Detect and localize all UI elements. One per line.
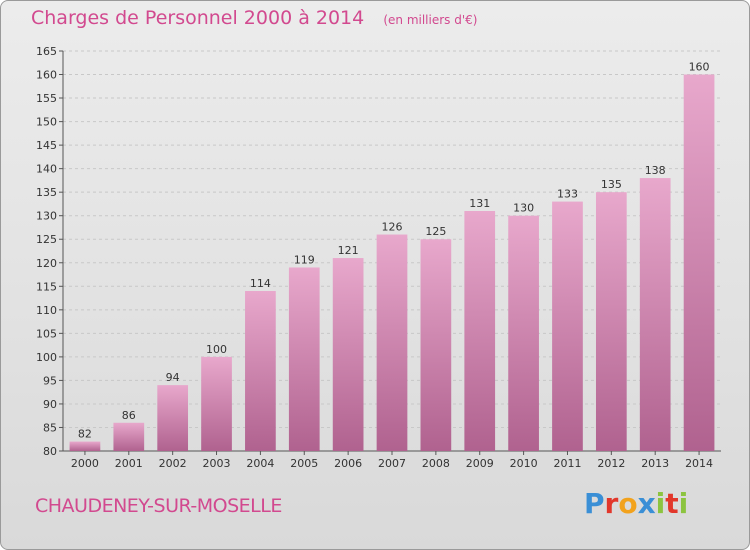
bar: [552, 201, 583, 451]
y-tick-label: 150: [36, 116, 57, 129]
y-tick-label: 135: [36, 186, 57, 199]
bar-value-label: 133: [557, 188, 578, 201]
y-tick-label: 125: [36, 233, 57, 246]
bar: [69, 441, 101, 451]
y-tick-label: 115: [36, 280, 57, 293]
bar-value-label: 126: [382, 221, 403, 234]
x-tick-label: 2000: [71, 457, 99, 470]
logo-letter: i: [655, 487, 666, 520]
bar: [113, 422, 145, 451]
data-labels: 82 86 94 100 114 119 121 126 125 131 130 133 135 138 1…: [78, 61, 710, 441]
commune-name: CHAUDENEY-SUR-MOSELLE: [35, 495, 282, 517]
y-tick-label: 155: [36, 92, 57, 105]
x-tick-label: 2007: [378, 457, 406, 470]
x-tick-label: 2006: [334, 457, 362, 470]
x-tick-label: 2012: [597, 457, 625, 470]
x-tick-label: 2001: [115, 457, 143, 470]
bars: [69, 74, 715, 452]
y-tick-label: 85: [43, 421, 57, 434]
chart-subtitle: (en milliers d'€): [383, 13, 478, 27]
bar-value-label: 121: [338, 244, 359, 257]
bar: [245, 291, 276, 451]
logo-letter: r: [604, 487, 619, 520]
bar-value-label: 138: [645, 164, 666, 177]
logo-letter: x: [637, 487, 656, 520]
bar: [639, 178, 671, 451]
logo-letter: o: [618, 487, 638, 520]
bar-value-label: 100: [206, 343, 227, 356]
x-tick-label: 2014: [685, 457, 713, 470]
y-tick-label: 165: [36, 45, 57, 58]
x-tick-label: 2009: [466, 457, 494, 470]
y-tick-label: 80: [43, 445, 57, 458]
x-tick-label: 2008: [422, 457, 450, 470]
y-tick-label: 110: [36, 304, 57, 317]
bar-value-label: 135: [601, 178, 622, 191]
bar: [683, 74, 715, 451]
logo-letter: t: [665, 487, 679, 520]
bar: [464, 211, 496, 451]
bar-value-label: 94: [166, 371, 180, 384]
y-tick-label: 120: [36, 257, 57, 270]
x-tick-label: 2010: [510, 457, 538, 470]
y-tick-label: 160: [36, 69, 57, 82]
y-tick-label: 140: [36, 163, 57, 176]
bar: [376, 234, 408, 451]
bar: [201, 356, 232, 451]
chart-title: Charges de Personnel 2000 à 2014: [31, 7, 365, 29]
x-tick-label: 2013: [641, 457, 669, 470]
proxiti-logo[interactable]: Proxiti: [584, 487, 688, 520]
title-row: Charges de Personnel 2000 à 2014 (en mil…: [31, 7, 477, 29]
bar: [595, 192, 627, 452]
bar: [288, 267, 320, 451]
x-tick-label: 2004: [246, 457, 274, 470]
x-tick-label: 2002: [159, 457, 187, 470]
bar-value-label: 131: [469, 197, 490, 210]
y-tick-label: 130: [36, 210, 57, 223]
y-tick-label: 145: [36, 139, 57, 152]
bar-value-label: 130: [513, 202, 534, 215]
bar: [332, 258, 364, 451]
y-tick-label: 105: [36, 327, 57, 340]
bar: [157, 385, 189, 451]
logo-letter: P: [584, 487, 605, 520]
bar-value-label: 114: [250, 277, 271, 290]
bar: [420, 239, 452, 451]
logo-letter: i: [678, 487, 689, 520]
x-tick-label: 2003: [203, 457, 231, 470]
bar-value-label: 160: [689, 61, 710, 74]
y-tick-label: 95: [43, 374, 57, 387]
y-tick-label: 90: [43, 398, 57, 411]
y-tick-label: 100: [36, 351, 57, 364]
bar-value-label: 119: [294, 253, 315, 266]
bar: [508, 215, 539, 451]
bar-value-label: 82: [78, 428, 92, 441]
bar-value-label: 125: [425, 225, 446, 238]
bar-value-label: 86: [122, 409, 136, 422]
x-tick-label: 2011: [553, 457, 581, 470]
x-tick-label: 2005: [290, 457, 318, 470]
